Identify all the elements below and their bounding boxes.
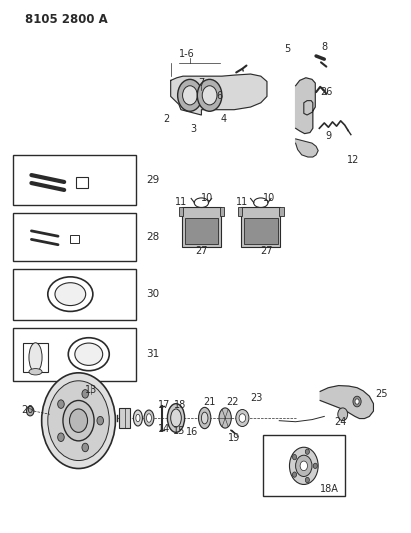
Text: 8: 8 bbox=[321, 43, 327, 52]
Ellipse shape bbox=[134, 410, 143, 426]
Circle shape bbox=[293, 472, 297, 477]
Text: 6: 6 bbox=[217, 91, 223, 101]
Text: 12: 12 bbox=[347, 155, 359, 165]
Text: 1-6: 1-6 bbox=[179, 49, 195, 59]
Text: 9: 9 bbox=[326, 131, 331, 141]
Bar bbox=[220, 207, 224, 216]
Text: 10: 10 bbox=[263, 193, 275, 204]
Text: 27: 27 bbox=[195, 246, 208, 255]
Circle shape bbox=[305, 478, 309, 483]
Circle shape bbox=[300, 461, 307, 471]
Circle shape bbox=[178, 79, 202, 111]
Bar bbox=[263, 435, 345, 496]
Text: 11: 11 bbox=[175, 197, 187, 207]
Text: 18: 18 bbox=[174, 400, 186, 410]
Bar bbox=[120, 408, 130, 427]
Text: 10: 10 bbox=[201, 193, 214, 204]
Circle shape bbox=[353, 396, 361, 407]
Text: 7: 7 bbox=[198, 78, 205, 88]
Text: 16: 16 bbox=[186, 427, 199, 438]
Bar bbox=[244, 218, 277, 244]
Text: 29: 29 bbox=[146, 175, 159, 185]
Circle shape bbox=[48, 381, 109, 461]
Bar bbox=[13, 155, 136, 205]
Circle shape bbox=[58, 433, 64, 441]
Text: 21: 21 bbox=[203, 397, 216, 407]
Ellipse shape bbox=[167, 403, 185, 432]
Circle shape bbox=[355, 399, 359, 404]
Text: 4: 4 bbox=[221, 114, 227, 124]
Ellipse shape bbox=[48, 277, 93, 311]
Circle shape bbox=[296, 455, 312, 477]
Bar bbox=[238, 207, 242, 216]
Text: 22: 22 bbox=[226, 397, 238, 407]
Ellipse shape bbox=[171, 409, 181, 427]
Ellipse shape bbox=[29, 368, 42, 375]
Bar bbox=[13, 269, 136, 320]
Circle shape bbox=[197, 79, 222, 111]
Bar bbox=[13, 213, 136, 261]
Circle shape bbox=[202, 86, 217, 105]
Circle shape bbox=[26, 406, 34, 416]
Circle shape bbox=[97, 416, 104, 425]
Bar bbox=[13, 328, 136, 381]
Text: 25: 25 bbox=[375, 389, 388, 399]
Circle shape bbox=[313, 463, 317, 469]
Circle shape bbox=[63, 400, 94, 441]
Text: 8105 2800 A: 8105 2800 A bbox=[25, 13, 108, 26]
Text: 19: 19 bbox=[228, 433, 240, 443]
Ellipse shape bbox=[75, 343, 103, 366]
Bar bbox=[185, 218, 218, 244]
Polygon shape bbox=[296, 139, 318, 157]
Text: 13: 13 bbox=[85, 385, 97, 395]
Text: 27: 27 bbox=[261, 246, 273, 255]
Text: 3: 3 bbox=[190, 124, 196, 134]
Bar bbox=[179, 207, 183, 216]
Text: 24: 24 bbox=[335, 417, 347, 427]
Circle shape bbox=[82, 390, 88, 398]
Ellipse shape bbox=[199, 407, 211, 429]
Circle shape bbox=[305, 449, 309, 454]
Text: 14: 14 bbox=[158, 424, 171, 434]
Text: 11: 11 bbox=[236, 197, 249, 207]
Circle shape bbox=[239, 414, 246, 422]
Ellipse shape bbox=[29, 343, 42, 372]
Circle shape bbox=[82, 443, 88, 451]
Circle shape bbox=[182, 86, 197, 105]
Text: 20: 20 bbox=[21, 405, 34, 415]
Text: 17: 17 bbox=[157, 400, 170, 410]
Circle shape bbox=[69, 409, 88, 432]
Circle shape bbox=[42, 373, 115, 469]
Text: 18A: 18A bbox=[320, 484, 339, 494]
Text: 28: 28 bbox=[146, 232, 159, 242]
Circle shape bbox=[293, 455, 297, 460]
Text: 23: 23 bbox=[251, 393, 263, 403]
Bar bbox=[279, 207, 284, 216]
Bar bbox=[76, 177, 88, 188]
Text: 26: 26 bbox=[320, 87, 332, 97]
Polygon shape bbox=[296, 78, 315, 134]
Text: 5: 5 bbox=[284, 44, 291, 53]
Polygon shape bbox=[320, 385, 374, 418]
Circle shape bbox=[236, 409, 249, 426]
Bar bbox=[70, 235, 79, 243]
Circle shape bbox=[289, 447, 318, 484]
Ellipse shape bbox=[201, 412, 208, 424]
Text: 2: 2 bbox=[164, 114, 170, 124]
Bar bbox=[182, 207, 221, 247]
Ellipse shape bbox=[55, 282, 85, 305]
Text: 15: 15 bbox=[173, 426, 185, 436]
Bar bbox=[23, 343, 48, 372]
Ellipse shape bbox=[68, 338, 109, 370]
Ellipse shape bbox=[144, 410, 154, 426]
Ellipse shape bbox=[146, 414, 151, 422]
Polygon shape bbox=[171, 74, 267, 115]
Circle shape bbox=[338, 408, 348, 421]
Ellipse shape bbox=[219, 408, 231, 428]
Ellipse shape bbox=[136, 414, 140, 422]
Bar bbox=[241, 207, 280, 247]
Text: 31: 31 bbox=[146, 349, 159, 359]
Text: 30: 30 bbox=[146, 289, 159, 299]
Circle shape bbox=[58, 400, 64, 408]
